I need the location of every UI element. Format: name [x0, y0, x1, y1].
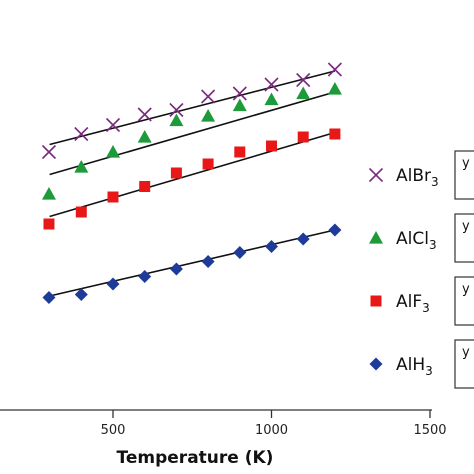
equation-box: [454, 150, 474, 200]
data-point: [201, 255, 215, 268]
data-point: [234, 146, 246, 158]
data-point: [106, 145, 120, 158]
data-point: [296, 72, 311, 88]
legend-item: AlH3 y: [369, 339, 474, 389]
equation-text: y: [462, 219, 470, 234]
series-alcl: [41, 82, 342, 200]
data-point: [170, 167, 182, 179]
equation-text: y: [462, 282, 470, 297]
data-point: [264, 92, 279, 106]
data-point: [202, 158, 214, 170]
x-tick-label: 1500: [413, 423, 446, 438]
data-point: [137, 107, 152, 122]
trend-line: [49, 229, 336, 297]
data-point: [327, 62, 342, 77]
data-point: [296, 86, 311, 100]
x-axis-title: Temperature (K): [117, 448, 274, 468]
data-point: [42, 291, 56, 304]
data-point: [266, 140, 277, 152]
data-point: [107, 191, 119, 203]
equation-box: [454, 213, 474, 263]
data-point: [169, 113, 184, 127]
x-axis: 500 1000 1500: [0, 409, 447, 438]
data-point: [75, 206, 87, 218]
data-point: [265, 240, 278, 253]
plot-area: [41, 62, 342, 304]
data-point: [232, 98, 247, 112]
data-point: [137, 130, 152, 143]
data-point: [264, 77, 279, 92]
equation-text: y: [462, 156, 470, 171]
data-point: [105, 117, 121, 133]
legend-item: AlBr3 y: [368, 150, 474, 200]
equation-box: [454, 339, 474, 389]
data-point: [169, 262, 183, 276]
legend-marker: [370, 295, 382, 307]
legend-item: AlCl3 y: [369, 213, 474, 263]
x-tick-label: 500: [101, 423, 126, 438]
legend-label: AlH3: [396, 355, 433, 378]
data-point: [74, 288, 88, 301]
legend-marker: [369, 231, 383, 244]
legend-label: AlBr3: [396, 166, 439, 189]
data-point: [41, 144, 57, 160]
legend-label: AlF3: [396, 292, 430, 315]
series-albr: [41, 62, 342, 160]
data-point: [74, 126, 89, 142]
data-point: [201, 89, 216, 104]
data-point: [297, 131, 309, 143]
data-point: [169, 102, 184, 118]
equation-text: y: [462, 345, 470, 360]
data-point: [201, 109, 216, 122]
data-point: [41, 187, 56, 200]
series-alf: [43, 128, 341, 230]
trend-line: [49, 91, 336, 176]
data-point: [139, 181, 151, 192]
legend: AlBr3 y AlCl3 y AlF3 y AlH3 y: [368, 150, 474, 389]
data-point: [43, 218, 55, 230]
data-point: [233, 246, 247, 259]
data-point: [106, 277, 120, 291]
data-point: [329, 128, 341, 140]
series-alh: [42, 223, 342, 304]
trend-line: [49, 131, 336, 218]
data-point: [327, 82, 342, 95]
legend-label: AlCl3: [396, 229, 437, 252]
equation-box: [454, 276, 474, 326]
data-point: [296, 232, 310, 246]
legend-marker: [369, 357, 383, 371]
data-point: [74, 160, 89, 173]
trend-line: [49, 70, 336, 146]
data-point: [138, 270, 152, 283]
legend-marker: [368, 167, 384, 183]
x-tick-label: 1000: [255, 423, 288, 438]
data-point: [328, 223, 342, 237]
legend-item: AlF3 y: [370, 276, 474, 326]
data-point: [232, 86, 247, 101]
